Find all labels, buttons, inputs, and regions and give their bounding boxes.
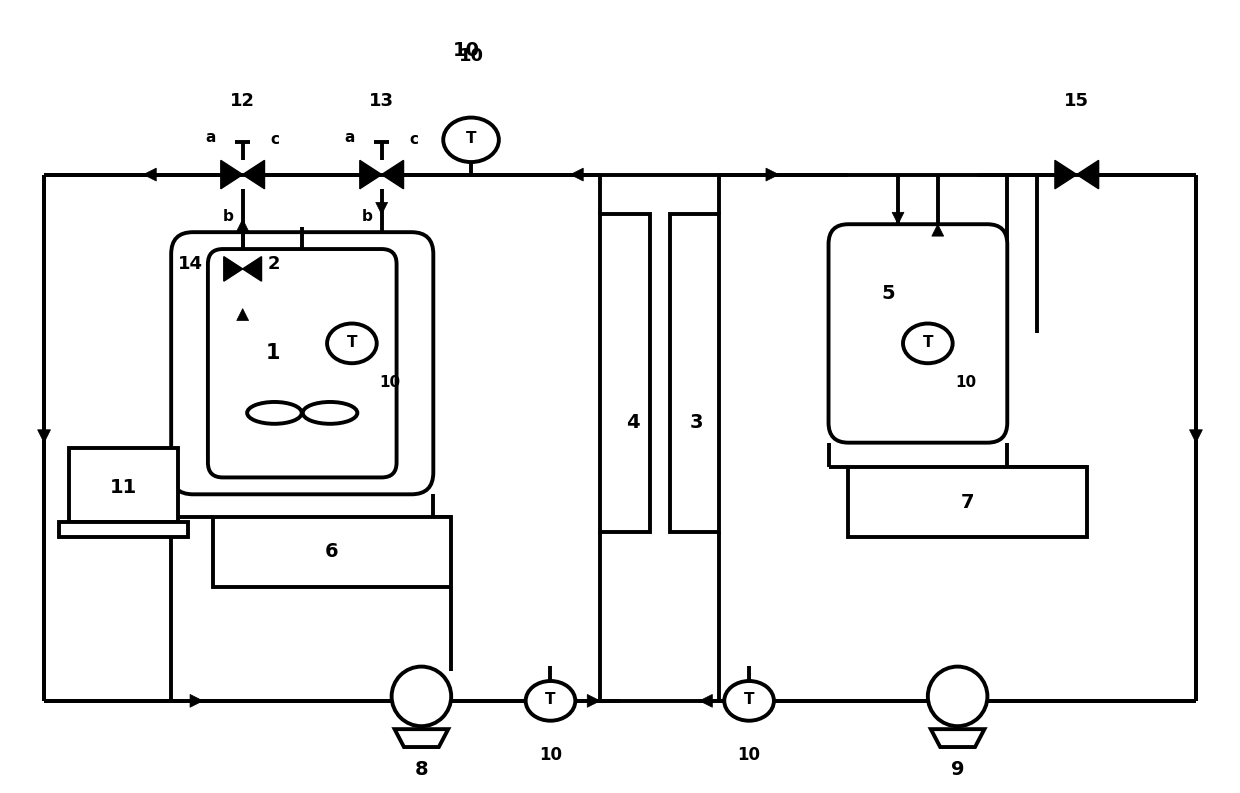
Ellipse shape (303, 402, 357, 423)
Text: 9: 9 (951, 760, 965, 780)
Polygon shape (931, 729, 985, 747)
FancyBboxPatch shape (208, 249, 397, 477)
Ellipse shape (903, 324, 952, 363)
Ellipse shape (443, 117, 498, 162)
Text: c: c (270, 132, 279, 147)
Polygon shape (376, 202, 388, 214)
Text: T: T (546, 692, 556, 707)
Polygon shape (223, 257, 243, 282)
FancyBboxPatch shape (828, 224, 1007, 442)
Text: 7: 7 (961, 492, 975, 511)
Bar (670, 214, 719, 532)
Polygon shape (1055, 160, 1076, 189)
Text: T: T (744, 692, 754, 707)
Polygon shape (1076, 160, 1099, 189)
Ellipse shape (526, 681, 575, 721)
Text: 8: 8 (414, 760, 428, 780)
Circle shape (928, 667, 987, 726)
Text: 12: 12 (231, 92, 255, 110)
Polygon shape (570, 168, 583, 181)
Bar (848, 468, 1086, 537)
Text: T: T (466, 132, 476, 147)
Polygon shape (144, 168, 156, 181)
Polygon shape (588, 695, 600, 707)
Text: c: c (409, 132, 418, 147)
Text: 14: 14 (179, 255, 203, 273)
Text: 13: 13 (370, 92, 394, 110)
Text: 10: 10 (453, 40, 480, 59)
Text: 3: 3 (689, 413, 703, 432)
Polygon shape (237, 308, 249, 320)
Text: 1: 1 (265, 343, 280, 363)
Ellipse shape (247, 402, 301, 423)
Text: 10: 10 (379, 375, 401, 390)
Polygon shape (360, 160, 382, 189)
Text: 10: 10 (459, 48, 484, 65)
FancyBboxPatch shape (171, 232, 433, 494)
Polygon shape (237, 219, 249, 232)
Text: 15: 15 (1064, 92, 1089, 110)
Text: 10: 10 (539, 745, 562, 764)
Text: a: a (206, 130, 216, 145)
Text: T: T (347, 335, 357, 350)
Polygon shape (221, 160, 243, 189)
Text: 4: 4 (626, 413, 640, 432)
Polygon shape (892, 213, 904, 224)
Text: 6: 6 (325, 542, 339, 561)
Text: 2: 2 (268, 255, 280, 273)
Bar (69, 447, 179, 522)
Polygon shape (766, 168, 779, 181)
Text: b: b (222, 209, 233, 224)
Polygon shape (931, 224, 944, 236)
Polygon shape (394, 729, 448, 747)
Polygon shape (382, 160, 403, 189)
Polygon shape (243, 160, 264, 189)
Text: T: T (923, 335, 932, 350)
Text: b: b (361, 209, 372, 224)
Polygon shape (37, 430, 51, 442)
Polygon shape (190, 695, 203, 707)
Ellipse shape (327, 324, 377, 363)
Polygon shape (1189, 430, 1203, 442)
Bar (60, 522, 188, 537)
Circle shape (392, 667, 451, 726)
Text: a: a (345, 130, 355, 145)
Text: 10: 10 (956, 375, 977, 390)
Bar (213, 517, 451, 587)
Text: 10: 10 (738, 745, 760, 764)
Polygon shape (243, 257, 262, 282)
Bar (600, 214, 650, 532)
Text: 5: 5 (882, 284, 895, 303)
Text: 11: 11 (110, 478, 138, 497)
Polygon shape (699, 695, 712, 707)
Ellipse shape (724, 681, 774, 721)
